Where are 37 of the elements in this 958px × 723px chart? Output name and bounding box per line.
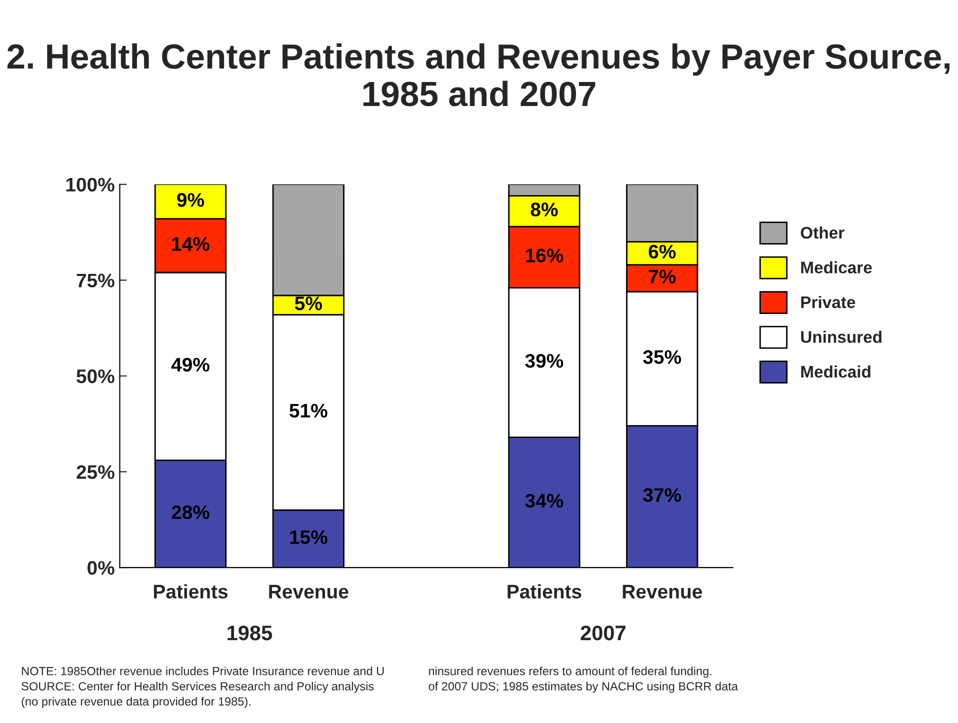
text: 1985 — [228, 626, 272, 640]
text: (no private revenue data provided for 1985). — [22, 696, 250, 708]
legend-label: Uninsured — [801, 330, 882, 343]
data-label: 6% — [648, 244, 676, 259]
x-tick-label: Patients — [154, 584, 228, 599]
data-label: 9% — [177, 193, 204, 207]
y-tick-label: 75% — [76, 274, 114, 288]
legend-label: Medicare — [801, 261, 872, 274]
data-label: 34% — [525, 494, 564, 508]
data-label: 16% — [526, 248, 564, 262]
legend-label: Other — [800, 226, 844, 239]
data-label: 37% — [643, 488, 682, 502]
text: of 2007 UDS; 1985 estimates by NACHC using BCRR data — [428, 682, 738, 693]
x-tick-label: Patients — [508, 584, 582, 599]
data-label: 5% — [294, 296, 322, 310]
data-label: 28% — [172, 505, 210, 520]
text: 2007 — [580, 626, 626, 640]
legend-label: Medicaid — [801, 365, 870, 378]
x-tick-label: Revenue — [622, 584, 702, 599]
y-tick-label: 0% — [88, 561, 114, 575]
data-label: 49% — [171, 358, 210, 372]
text: NOTE: 1985Other revenue includes Private Insurance revenue and U — [22, 666, 384, 676]
y-tick-label: 50% — [76, 369, 114, 384]
y-tick-label: 25% — [76, 465, 114, 479]
data-label: 39% — [525, 354, 564, 368]
data-label: 51% — [290, 404, 328, 418]
source-note: SOURCE: Center for Health Services Research and Policy analysis — [22, 682, 374, 693]
x-tick-label: Revenue — [269, 584, 348, 599]
data-label: 8% — [530, 202, 558, 216]
data-label: 15% — [290, 530, 328, 544]
text: ninsured revenues refers to amount of federal funding. — [429, 666, 712, 678]
data-label: 7% — [648, 270, 676, 284]
data-label: 35% — [643, 350, 682, 364]
y-tick-label: 100% — [66, 178, 114, 192]
chart-title: 2. Health Center Patients and Revenues by Payer Source, 1985 and 2007 — [7, 43, 950, 106]
data-label: 14% — [172, 237, 210, 251]
legend-label: Private — [801, 296, 856, 308]
